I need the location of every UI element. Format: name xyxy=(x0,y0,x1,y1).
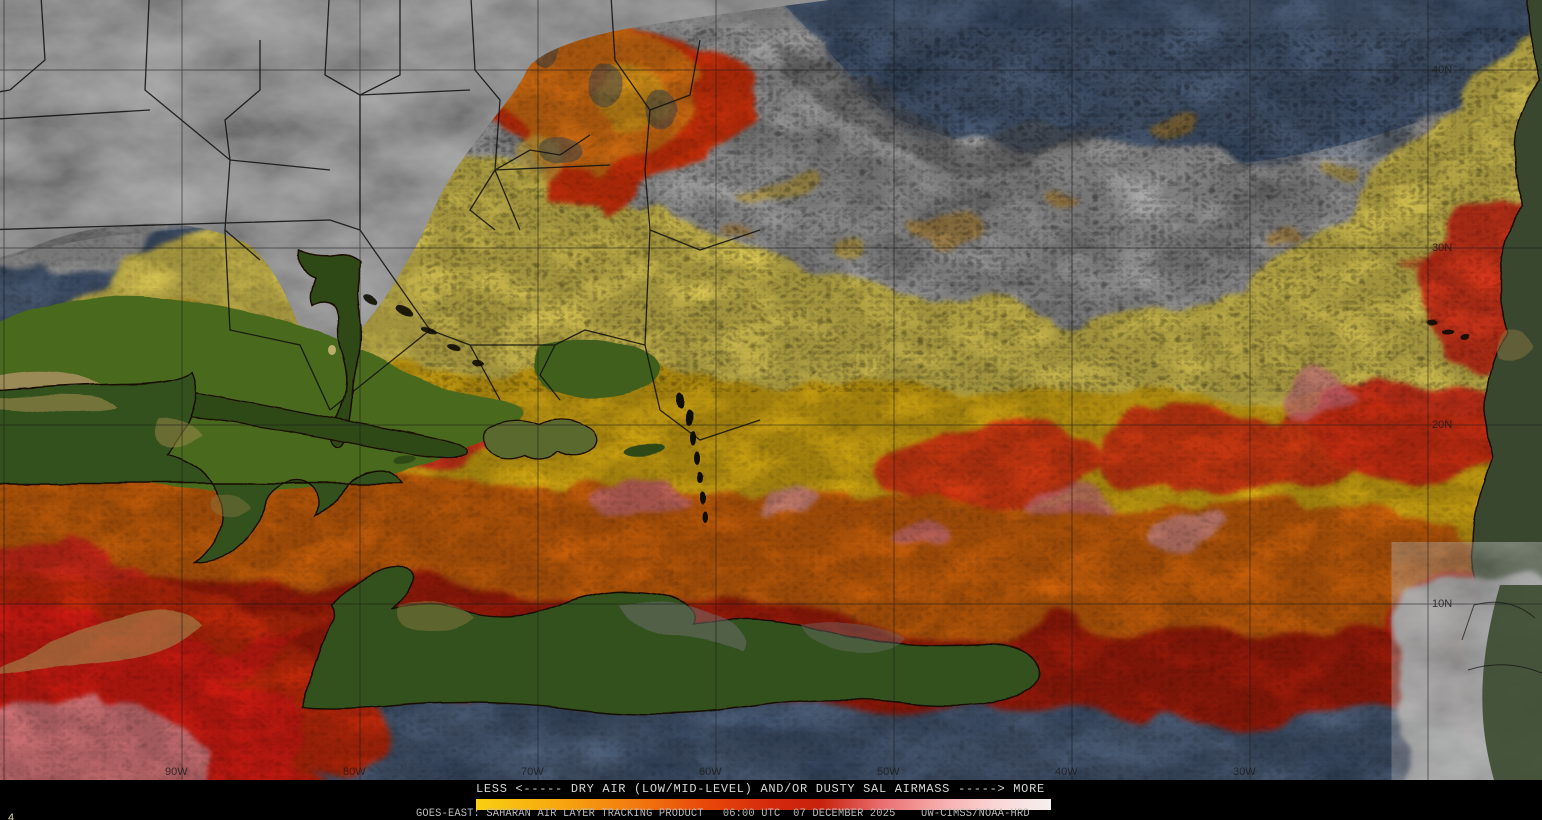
svg-text:60W: 60W xyxy=(699,766,722,778)
svg-text:40N: 40N xyxy=(1432,64,1452,76)
svg-text:40W: 40W xyxy=(1055,766,1078,778)
svg-text:30W: 30W xyxy=(1233,766,1256,778)
svg-text:70W: 70W xyxy=(521,766,544,778)
svg-text:90W: 90W xyxy=(165,766,188,778)
svg-text:80W: 80W xyxy=(343,766,366,778)
svg-text:10N: 10N xyxy=(1432,598,1452,610)
svg-text:30N: 30N xyxy=(1432,242,1452,254)
svg-text:20N: 20N xyxy=(1432,419,1452,431)
svg-text:50W: 50W xyxy=(877,766,900,778)
